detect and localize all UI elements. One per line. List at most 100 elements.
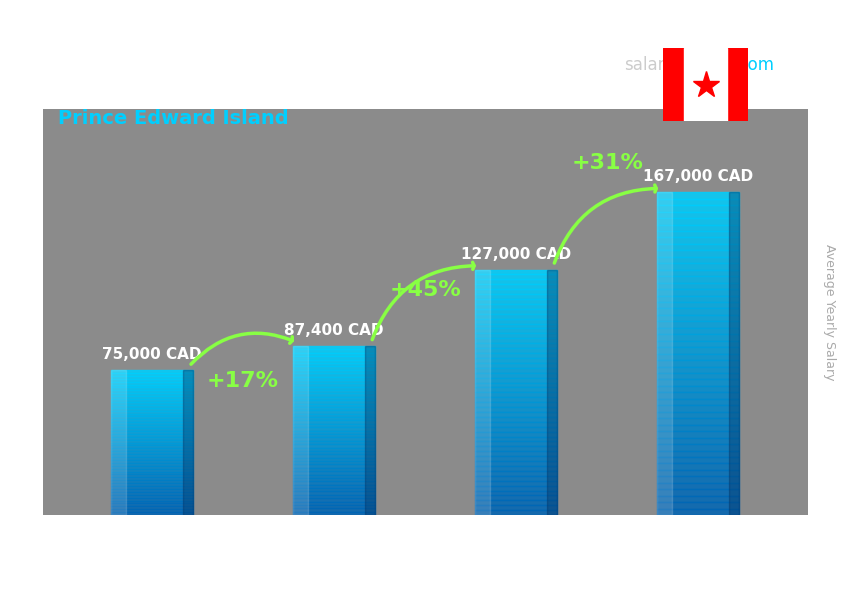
Bar bbox=[657, 431, 740, 438]
Text: +17%: +17% bbox=[207, 371, 279, 391]
Bar bbox=[293, 370, 375, 373]
Bar bbox=[657, 302, 740, 308]
Bar bbox=[110, 399, 193, 402]
Text: 87,400 CAD: 87,400 CAD bbox=[284, 324, 383, 338]
Bar bbox=[293, 359, 375, 363]
Bar bbox=[110, 408, 193, 411]
Text: explorer.com: explorer.com bbox=[666, 56, 774, 75]
Bar bbox=[110, 425, 193, 428]
Bar bbox=[475, 481, 557, 485]
Bar bbox=[293, 481, 375, 485]
Bar bbox=[475, 378, 557, 382]
Bar bbox=[475, 353, 557, 358]
Bar bbox=[110, 440, 193, 442]
Bar bbox=[293, 502, 375, 505]
Bar bbox=[657, 464, 740, 470]
Bar bbox=[293, 367, 375, 370]
Bar bbox=[475, 348, 557, 353]
Bar bbox=[657, 405, 740, 412]
Bar bbox=[657, 386, 740, 393]
Bar bbox=[293, 468, 375, 471]
Bar bbox=[293, 390, 375, 393]
Bar bbox=[475, 398, 557, 402]
Bar bbox=[657, 308, 740, 315]
Bar bbox=[475, 309, 557, 314]
Bar bbox=[110, 413, 193, 416]
Bar bbox=[293, 387, 375, 390]
Bar bbox=[657, 367, 740, 373]
Text: Area Manager: Area Manager bbox=[58, 85, 195, 104]
Bar bbox=[657, 250, 740, 257]
Bar bbox=[657, 508, 740, 515]
Bar bbox=[657, 489, 740, 496]
Bar bbox=[475, 270, 490, 515]
Bar bbox=[657, 276, 740, 282]
Bar bbox=[475, 343, 557, 348]
Bar bbox=[657, 379, 740, 386]
Bar bbox=[657, 244, 740, 250]
Bar bbox=[657, 457, 740, 464]
Bar bbox=[657, 289, 740, 296]
Bar bbox=[293, 447, 375, 451]
Text: +45%: +45% bbox=[389, 279, 461, 299]
Text: 75,000 CAD: 75,000 CAD bbox=[102, 347, 201, 362]
Bar bbox=[293, 376, 375, 380]
Bar bbox=[475, 451, 557, 456]
Bar bbox=[475, 319, 557, 324]
Bar bbox=[475, 501, 557, 505]
Bar bbox=[110, 382, 193, 385]
Bar bbox=[475, 363, 557, 368]
Bar bbox=[293, 438, 375, 441]
Bar bbox=[293, 488, 375, 491]
Bar bbox=[293, 498, 375, 502]
Bar bbox=[475, 461, 557, 466]
Bar bbox=[110, 445, 193, 448]
Bar bbox=[475, 368, 557, 373]
Bar bbox=[293, 491, 375, 495]
Bar bbox=[657, 450, 740, 457]
Bar bbox=[727, 48, 748, 121]
Bar bbox=[475, 422, 557, 427]
Bar bbox=[475, 358, 557, 363]
Bar bbox=[657, 296, 740, 302]
Bar bbox=[110, 457, 193, 460]
Text: +31%: +31% bbox=[571, 153, 643, 173]
Bar bbox=[110, 494, 193, 498]
Bar bbox=[293, 356, 375, 359]
Bar bbox=[657, 418, 740, 425]
Bar bbox=[110, 454, 193, 457]
Bar bbox=[475, 456, 557, 461]
Bar bbox=[110, 431, 193, 434]
Bar bbox=[475, 275, 557, 279]
Bar bbox=[475, 402, 557, 407]
Bar bbox=[110, 437, 193, 440]
Bar bbox=[110, 434, 193, 437]
Bar bbox=[657, 270, 740, 276]
Text: Salary Comparison By Education: Salary Comparison By Education bbox=[58, 56, 615, 85]
Bar bbox=[475, 412, 557, 417]
Bar bbox=[110, 442, 193, 445]
Bar bbox=[657, 444, 740, 450]
Bar bbox=[110, 509, 193, 512]
Bar bbox=[110, 385, 193, 387]
Bar bbox=[657, 328, 740, 335]
Bar bbox=[475, 490, 557, 496]
Bar bbox=[657, 341, 740, 347]
Bar bbox=[293, 417, 375, 421]
Bar bbox=[293, 373, 375, 376]
Bar bbox=[293, 471, 375, 474]
Bar bbox=[293, 383, 375, 387]
Bar bbox=[657, 347, 740, 354]
Bar bbox=[475, 294, 557, 299]
Bar bbox=[657, 192, 740, 199]
Bar bbox=[110, 411, 193, 413]
Bar bbox=[293, 363, 375, 367]
Bar bbox=[475, 338, 557, 343]
Bar bbox=[657, 399, 740, 405]
Bar bbox=[293, 485, 375, 488]
Bar bbox=[293, 421, 375, 424]
Bar bbox=[657, 476, 740, 483]
Bar bbox=[475, 485, 557, 490]
Bar bbox=[293, 474, 375, 478]
Bar bbox=[293, 353, 375, 356]
